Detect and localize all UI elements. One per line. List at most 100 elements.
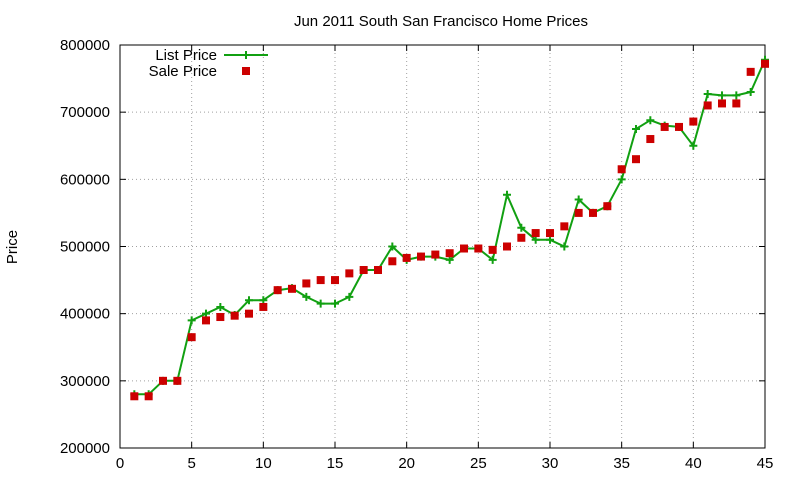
- legend-marker-sale-price: [242, 67, 250, 75]
- legend-plus-marker: [242, 51, 250, 59]
- sale-price-point: [216, 313, 225, 322]
- sale-price-point: [230, 311, 239, 320]
- sale-price-point: [617, 165, 626, 174]
- list-price-point: [503, 190, 511, 199]
- list-price-point: [517, 223, 526, 232]
- list-price-point: [488, 255, 497, 264]
- x-tick-label: 20: [398, 455, 415, 472]
- sale-price-point: [417, 252, 425, 261]
- y-tick-label: 800000: [60, 37, 110, 54]
- list-price-point: [560, 242, 569, 251]
- sale-price-point: [474, 244, 483, 253]
- sale-price-point: [144, 392, 153, 401]
- sale-price-point: [574, 208, 583, 217]
- list-price-point: [216, 302, 225, 311]
- list-price-point: [646, 116, 655, 125]
- x-tick-label: 0: [116, 455, 124, 472]
- list-price-point: [746, 88, 755, 97]
- sale-price-point: [560, 222, 569, 231]
- sale-price-point: [388, 257, 397, 266]
- sale-price-point: [202, 316, 210, 325]
- sale-price-point: [746, 67, 755, 76]
- sale-price-point: [273, 286, 282, 295]
- sale-price-point: [316, 276, 325, 285]
- sale-price-point: [589, 208, 597, 217]
- list-price-point: [202, 309, 210, 318]
- list-price-point: [331, 299, 339, 308]
- sale-price-point: [761, 59, 769, 68]
- grid: [120, 45, 765, 448]
- x-tick-label: 35: [613, 455, 630, 472]
- list-price-point: [574, 195, 583, 204]
- sale-price-point: [374, 266, 382, 275]
- x-tick-label: 15: [327, 455, 344, 472]
- sale-price-point: [431, 250, 440, 259]
- x-tick-label: 5: [187, 455, 195, 472]
- sale-price-point: [689, 117, 698, 126]
- list-price-point: [703, 90, 712, 99]
- sale-price-point: [345, 269, 354, 278]
- y-axis-label: Price: [4, 230, 21, 264]
- list-price-line: [134, 59, 766, 396]
- sale-price-point: [259, 302, 268, 311]
- x-tick-label: 40: [685, 455, 702, 472]
- list-price-point: [617, 175, 626, 184]
- list-price-point: [245, 296, 253, 305]
- y-tick-label: 500000: [60, 239, 110, 256]
- sale-price-point: [632, 155, 640, 164]
- data-series: [130, 55, 769, 401]
- sale-price-point: [503, 242, 511, 251]
- legend: List Price Sale Price: [149, 47, 268, 80]
- list-price-point: [388, 242, 397, 251]
- list-price-point: [732, 91, 741, 100]
- sale-price-point: [646, 135, 655, 144]
- y-tick-label: 300000: [60, 373, 110, 390]
- sale-price-point: [187, 333, 196, 342]
- x-tick-label: 25: [470, 455, 487, 472]
- sale-price-point: [660, 122, 669, 131]
- y-tick-label: 700000: [60, 104, 110, 121]
- sale-price-point: [603, 202, 612, 211]
- sale-price-point: [488, 245, 497, 254]
- sale-price-point: [546, 229, 554, 238]
- sale-price-point: [173, 376, 182, 385]
- list-price-point: [718, 91, 726, 100]
- list-price-point: [445, 255, 454, 264]
- sale-price-point: [245, 309, 253, 318]
- list-price-point: [546, 235, 554, 244]
- sale-price-point: [302, 279, 311, 288]
- sale-price-point: [732, 99, 741, 108]
- sale-price-point: [718, 99, 726, 108]
- x-tick-label: 30: [542, 455, 559, 472]
- y-tick-label: 400000: [60, 306, 110, 323]
- list-price-point: [259, 296, 268, 305]
- list-price-point: [302, 292, 311, 301]
- sale-price-point: [703, 101, 712, 110]
- legend-label-list-price: List Price: [155, 47, 217, 64]
- axis-ticks: 0 5 10 15 20 25 30 35 40 45 200000 300000 400000 5000…: [60, 37, 773, 472]
- sale-price-point: [531, 229, 540, 238]
- sale-price-point: [675, 122, 683, 131]
- legend-label-sale-price: Sale Price: [149, 63, 217, 80]
- sale-price-point: [445, 249, 454, 258]
- sale-price-point: [359, 266, 368, 275]
- legend-marker-list-price: [242, 51, 250, 59]
- list-price-point: [531, 235, 540, 244]
- sale-price-point: [130, 392, 139, 401]
- sale-price-point: [402, 253, 411, 262]
- sale-price-point: [460, 244, 468, 253]
- list-price-point: [689, 141, 698, 150]
- sale-price-point: [159, 376, 167, 385]
- list-price-point: [632, 124, 640, 133]
- chart-title: Jun 2011 South San Francisco Home Prices: [294, 13, 588, 30]
- list-price-point: [316, 299, 325, 308]
- x-tick-label: 10: [255, 455, 272, 472]
- sale-price-point: [288, 284, 296, 293]
- x-tick-label: 45: [757, 455, 774, 472]
- y-tick-label: 600000: [60, 171, 110, 188]
- list-price-point: [187, 316, 196, 325]
- list-price-point: [345, 292, 354, 301]
- y-tick-label: 200000: [60, 440, 110, 457]
- sale-price-point: [331, 276, 339, 285]
